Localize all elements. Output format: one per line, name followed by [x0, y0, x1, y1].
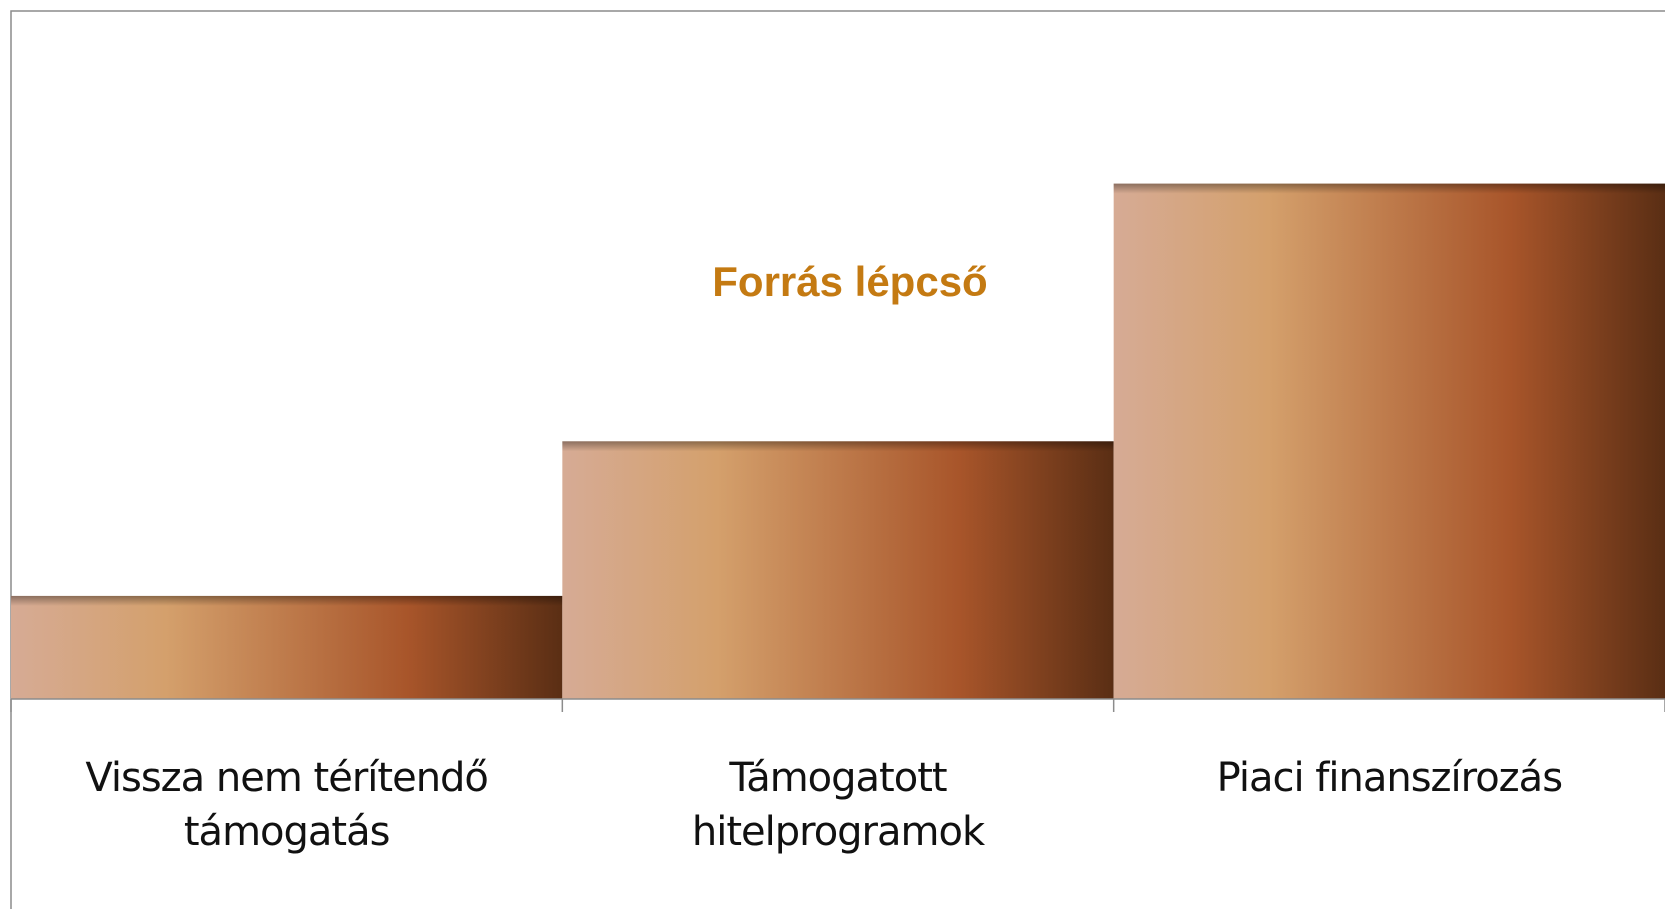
- x-tick-label: Piaci finanszírozás: [1216, 755, 1563, 801]
- bar-shadow: [562, 441, 1114, 452]
- bar: [11, 595, 563, 699]
- bar: [562, 441, 1114, 699]
- bar-shadow: [11, 595, 563, 606]
- chart-title: Forrás lépcső: [712, 258, 987, 305]
- x-tick-label: Támogatott hitelprogramok: [691, 755, 985, 855]
- bar: [1113, 183, 1665, 700]
- chart-border: [10, 10, 1665, 909]
- bar-shadow: [1113, 183, 1665, 194]
- x-tick-label: Vissza nem térítendő támogatás: [85, 755, 489, 855]
